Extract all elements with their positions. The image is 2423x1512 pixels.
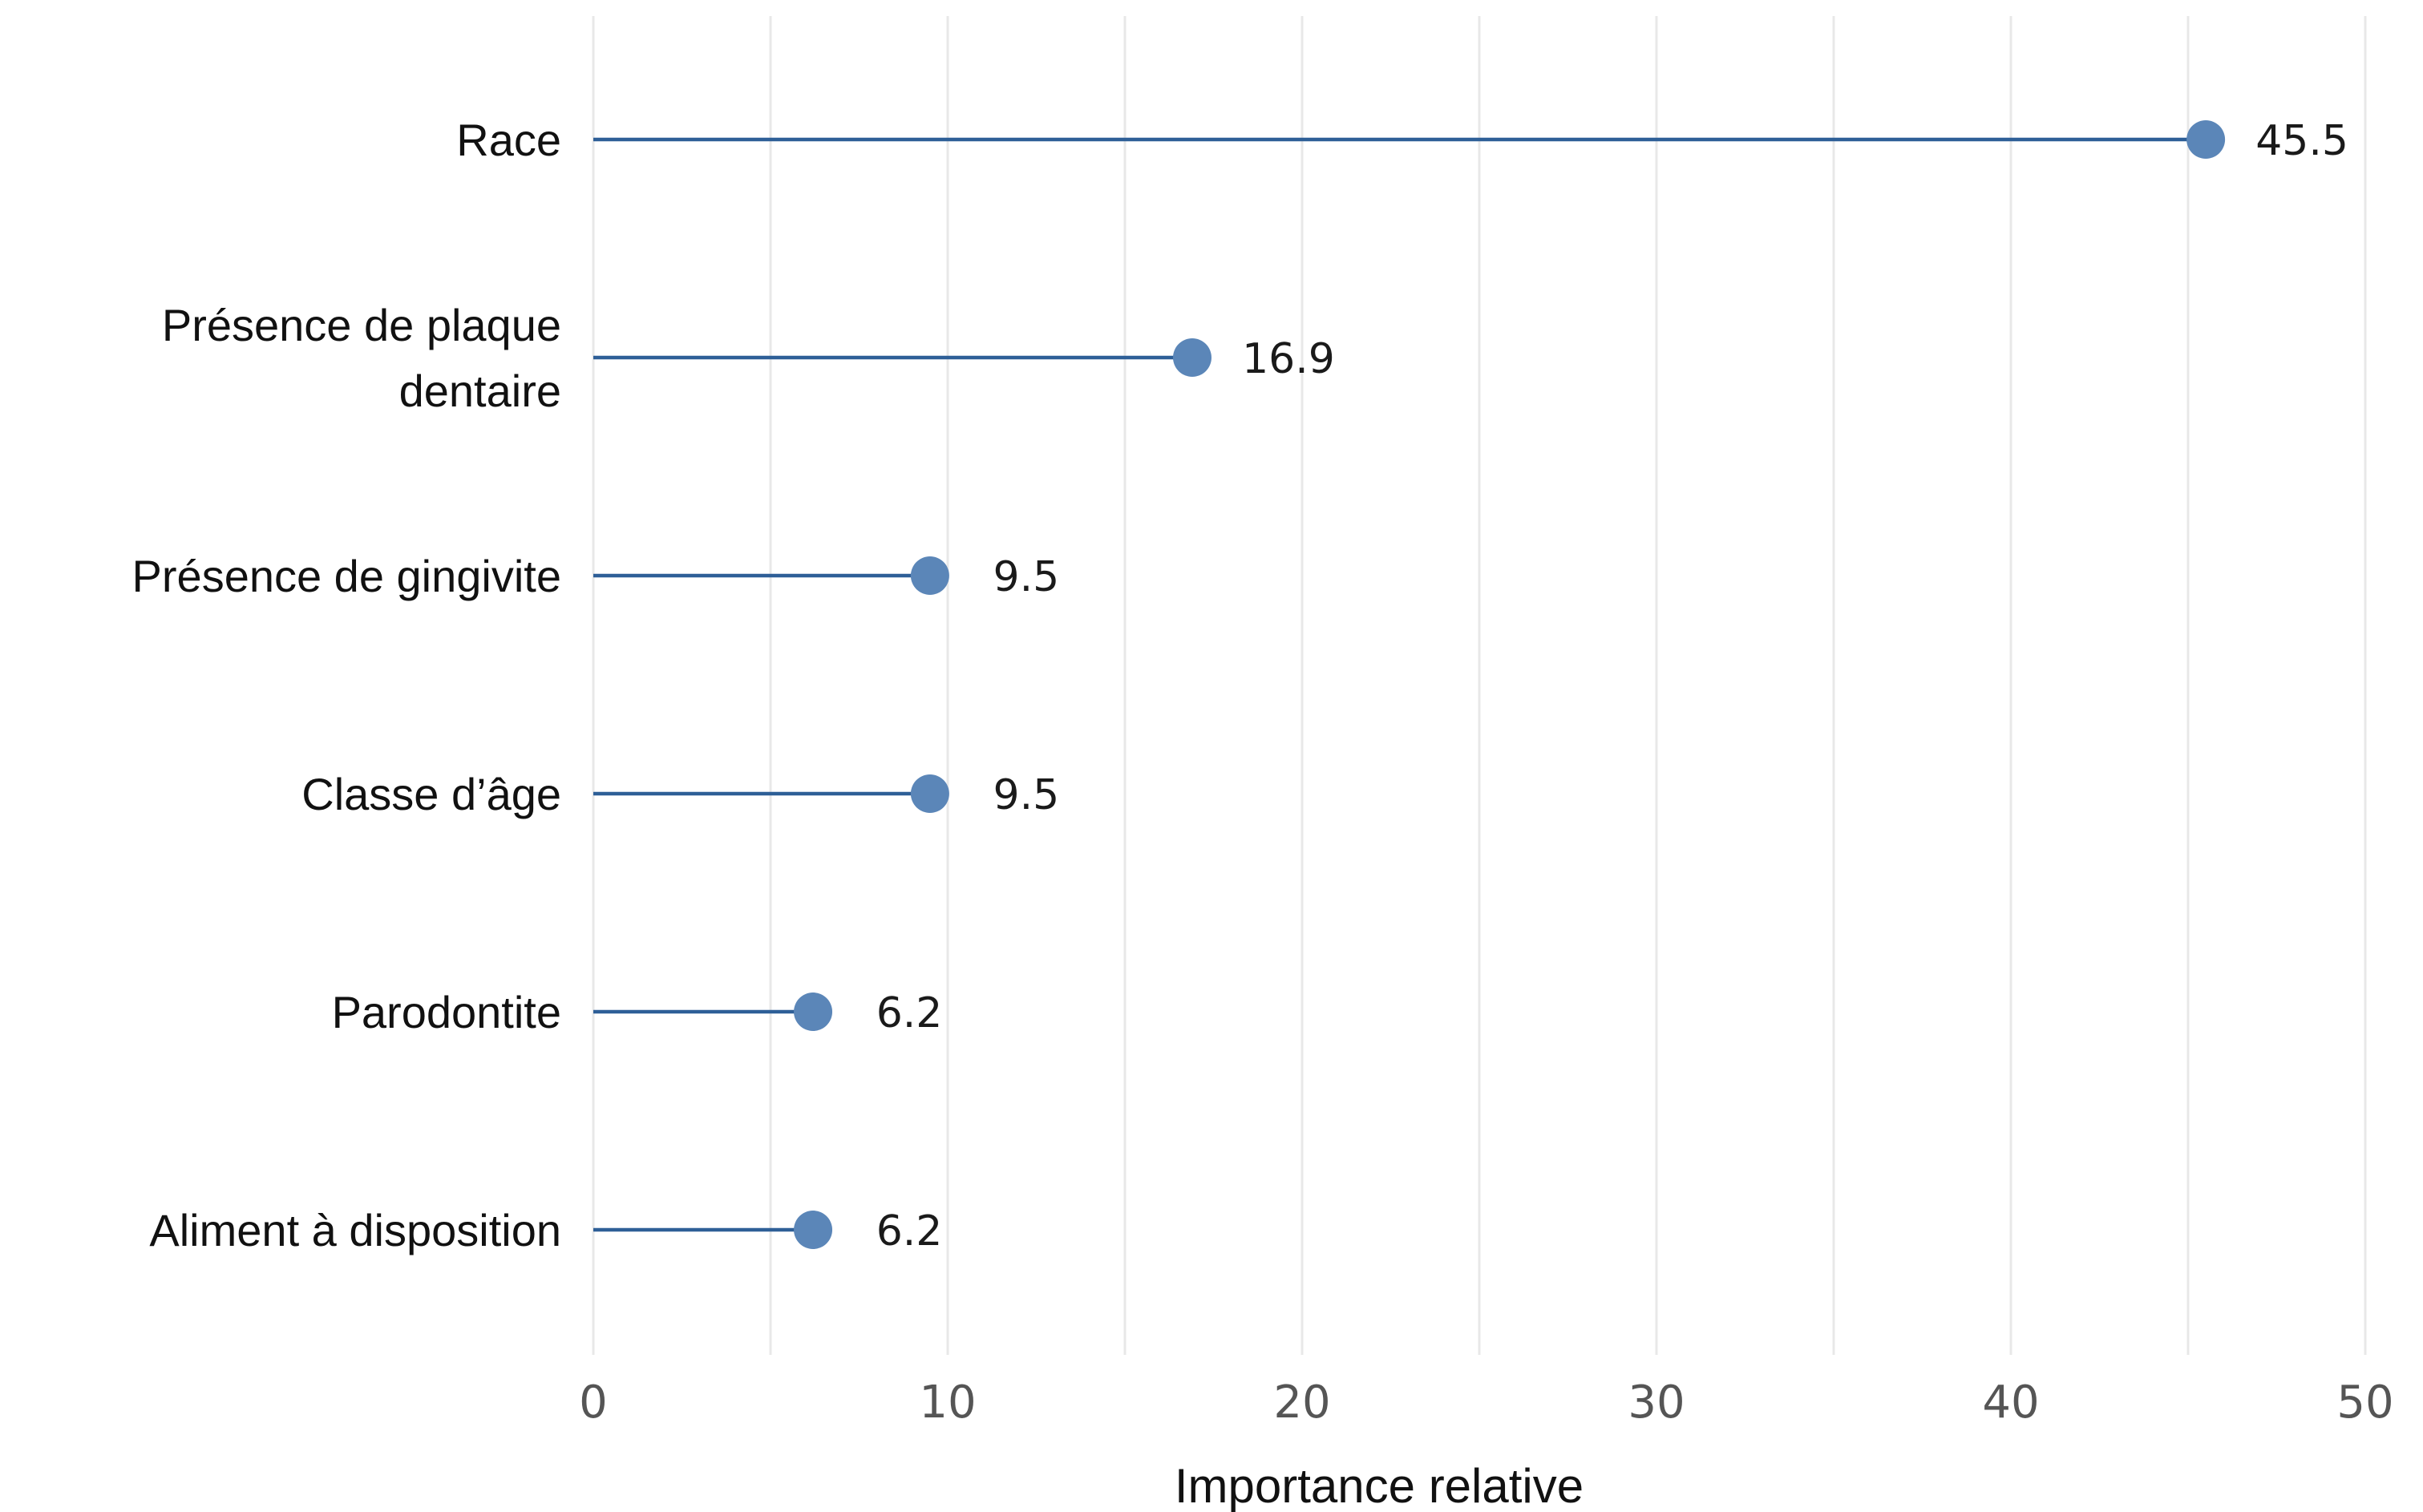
category-label: Présence de gingivite [132,551,561,601]
lollipop-marker [910,556,949,595]
x-tick-label: 50 [2336,1377,2393,1429]
x-tick-label: 30 [1628,1377,1685,1429]
category-label-line: Race [456,115,561,165]
value-label: 45.5 [2255,117,2348,165]
value-labels: 45.5 16.9 9.5 9.5 6.2 6.2 [876,117,2348,1255]
category-label: Parodontite [332,987,561,1037]
grid-lines [592,16,2367,1355]
markers [794,120,2226,1249]
lollipop-marker [794,1211,833,1249]
value-label: 6.2 [876,1207,943,1255]
lollipop-marker [794,993,833,1031]
value-label: 9.5 [993,771,1060,819]
category-label: Présence de plaque dentaire [162,300,561,416]
category-label-line: Présence de plaque [162,300,561,350]
category-label-line: dentaire [399,366,561,416]
x-tick-label: 10 [919,1377,976,1429]
category-label-line: Classe d’âge [301,769,561,819]
x-tick-label: 40 [1982,1377,2039,1429]
category-label-line: Parodontite [332,987,561,1037]
category-label: Aliment à disposition [149,1205,561,1255]
category-label: Classe d’âge [301,769,561,819]
category-label-line: Aliment à disposition [149,1205,561,1255]
stems [593,137,2207,1232]
category-label: Race [456,115,561,165]
category-label-line: Présence de gingivite [132,551,561,601]
value-label: 9.5 [993,553,1060,601]
value-label: 6.2 [876,989,943,1037]
lollipop-marker [1172,338,1212,377]
x-tick-label: 0 [579,1377,608,1429]
lollipop-marker [2186,120,2226,159]
x-tick-labels: 0 10 20 30 40 50 [579,1377,2393,1429]
value-label: 16.9 [1242,335,1335,383]
x-axis-title: Importance relative [1175,1459,1584,1512]
x-tick-label: 20 [1273,1377,1330,1429]
lollipop-marker [910,774,949,813]
